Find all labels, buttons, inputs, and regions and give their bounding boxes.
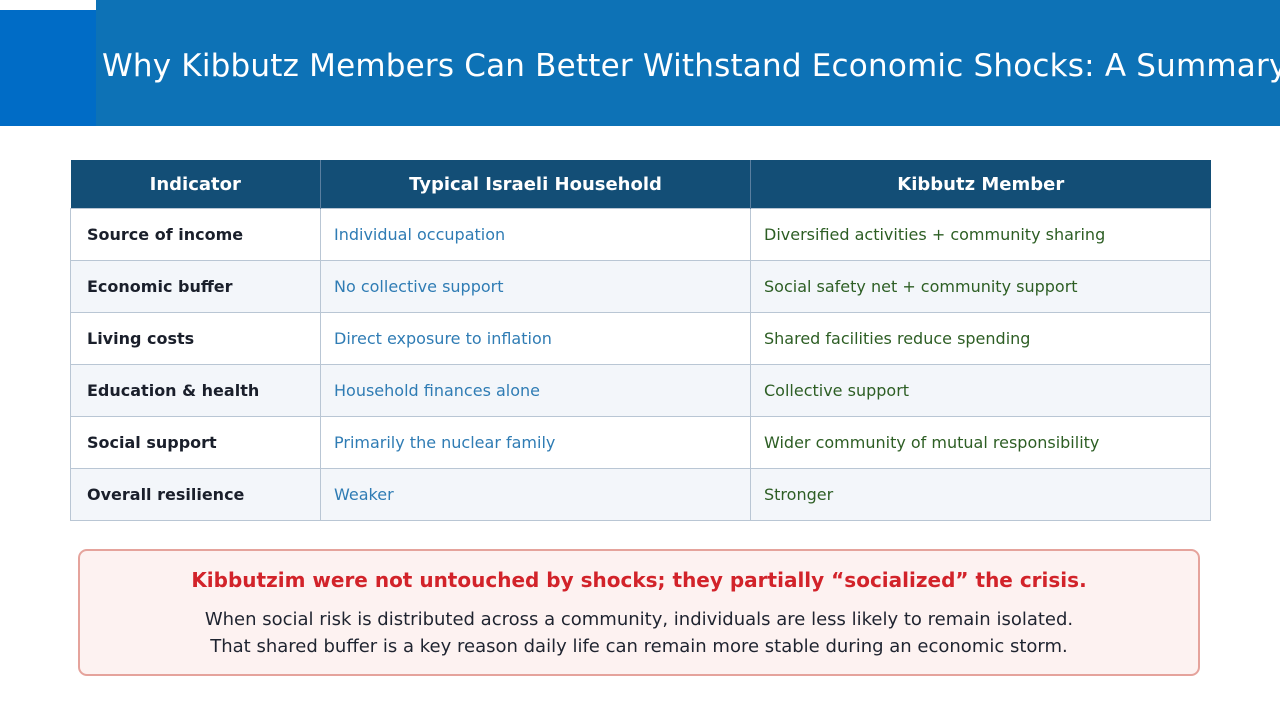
callout-line-1: When social risk is distributed across a… <box>204 609 1074 630</box>
comparison-table: Indicator Typical Israeli Household Kibb… <box>70 160 1211 521</box>
typical-cell: No collective support <box>320 260 751 313</box>
table-row: Living costs Direct exposure to inflatio… <box>70 312 1211 365</box>
header-indicator: Indicator <box>70 160 321 209</box>
typical-cell: Individual occupation <box>320 208 751 261</box>
kibbutz-cell: Diversified activities + community shari… <box>750 208 1211 261</box>
header-kibbutz-member: Kibbutz Member <box>750 160 1211 209</box>
typical-cell: Household finances alone <box>320 364 751 417</box>
indicator-cell: Overall resilience <box>70 468 321 521</box>
header-topline <box>0 0 96 10</box>
table-row: Overall resilience Weaker Stronger <box>70 468 1211 521</box>
callout-line-2: That shared buffer is a key reason daily… <box>210 636 1068 657</box>
indicator-cell: Living costs <box>70 312 321 365</box>
kibbutz-cell: Collective support <box>750 364 1211 417</box>
indicator-cell: Economic buffer <box>70 260 321 313</box>
header-banner: Why Kibbutz Members Can Better Withstand… <box>0 0 1280 126</box>
table-row: Education & health Household finances al… <box>70 364 1211 417</box>
typical-cell: Direct exposure to inflation <box>320 312 751 365</box>
kibbutz-cell: Stronger <box>750 468 1211 521</box>
table-row: Social support Primarily the nuclear fam… <box>70 416 1211 469</box>
table-row: Source of income Individual occupation D… <box>70 208 1211 261</box>
indicator-cell: Education & health <box>70 364 321 417</box>
page-title: Why Kibbutz Members Can Better Withstand… <box>102 48 1280 84</box>
summary-callout: Kibbutzim were not untouched by shocks; … <box>78 549 1200 676</box>
table-header-row: Indicator Typical Israeli Household Kibb… <box>70 160 1211 209</box>
kibbutz-cell: Social safety net + community support <box>750 260 1211 313</box>
header-accent-block <box>0 10 96 126</box>
header-typical-household: Typical Israeli Household <box>320 160 751 209</box>
kibbutz-cell: Shared facilities reduce spending <box>750 312 1211 365</box>
typical-cell: Primarily the nuclear family <box>320 416 751 469</box>
kibbutz-cell: Wider community of mutual responsibility <box>750 416 1211 469</box>
table-row: Economic buffer No collective support So… <box>70 260 1211 313</box>
indicator-cell: Source of income <box>70 208 321 261</box>
indicator-cell: Social support <box>70 416 321 469</box>
callout-heading: Kibbutzim were not untouched by shocks; … <box>191 568 1087 592</box>
typical-cell: Weaker <box>320 468 751 521</box>
